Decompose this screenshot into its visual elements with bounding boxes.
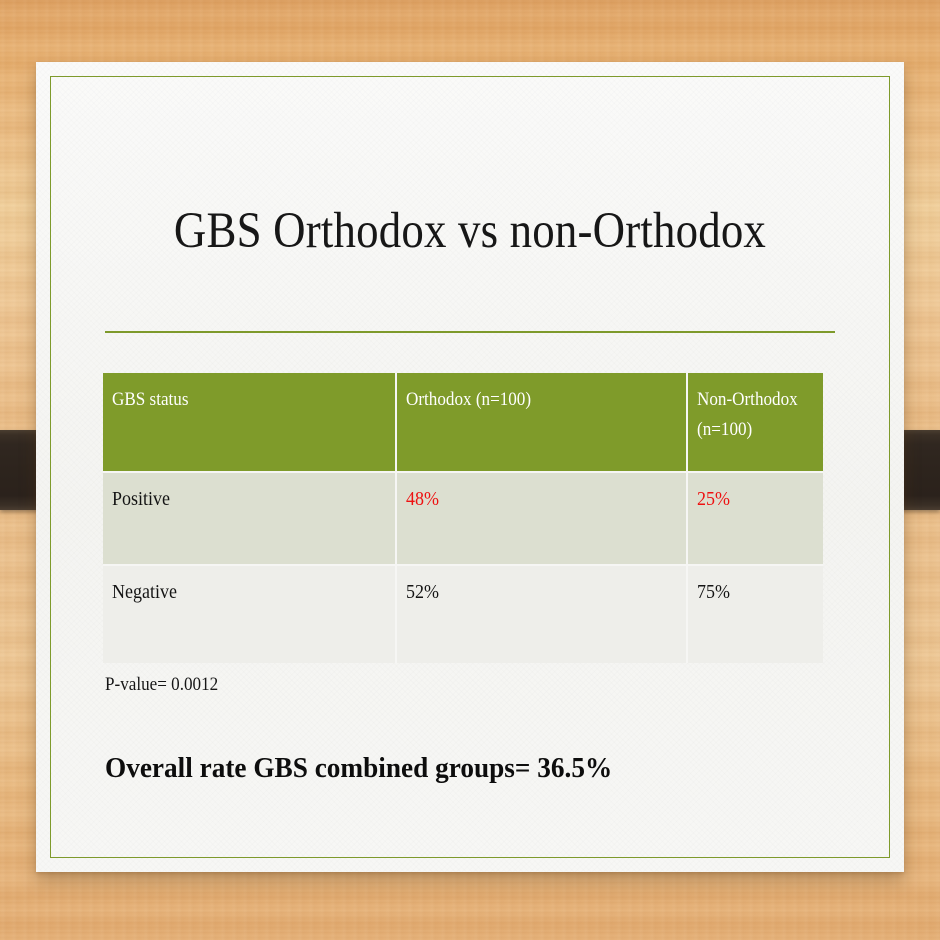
title-divider-rule <box>105 331 835 333</box>
table-header-non-orthodox-label: Non-Orthodox (n=100) <box>697 389 798 440</box>
table-header-orthodox-label: Orthodox (n=100) <box>406 389 532 410</box>
cell-orthodox-negative: 52% <box>396 564 688 663</box>
cell-non-orthodox-negative-value: 75% <box>697 581 731 603</box>
cell-orthodox-positive: 48% <box>396 471 688 565</box>
table-header-orthodox: Orthodox (n=100) <box>396 373 688 472</box>
cell-non-orthodox-positive-value: 25% <box>697 488 731 510</box>
table-header-gbs-status: GBS status <box>103 373 397 472</box>
table-header-gbs-status-label: GBS status <box>112 389 189 410</box>
overall-rate-text: Overall rate GBS combined groups= 36.5% <box>105 752 613 784</box>
cell-non-orthodox-positive: 25% <box>687 471 823 565</box>
cell-non-orthodox-negative: 75% <box>687 564 823 663</box>
cell-status-positive-label: Positive <box>112 488 171 510</box>
cell-status-positive: Positive <box>103 471 397 565</box>
slide-content: GBS Orthodox vs non-Orthodox GBS status … <box>36 62 904 872</box>
cell-orthodox-positive-value: 48% <box>406 488 440 510</box>
table-header-row: GBS status Orthodox (n=100) Non-Orthodox… <box>103 373 823 472</box>
slide-paper-card: GBS Orthodox vs non-Orthodox GBS status … <box>36 62 904 872</box>
cell-status-negative-label: Negative <box>112 581 177 603</box>
table-row: Negative 52% 75% <box>103 564 823 663</box>
table-header-non-orthodox: Non-Orthodox (n=100) <box>687 373 823 472</box>
table-row: Positive 48% 25% <box>103 471 823 565</box>
page-title: GBS Orthodox vs non-Orthodox <box>173 203 767 259</box>
cell-orthodox-negative-value: 52% <box>406 581 440 603</box>
cell-status-negative: Negative <box>103 564 397 663</box>
gbs-results-table: GBS status Orthodox (n=100) Non-Orthodox… <box>103 373 823 663</box>
p-value-text: P-value= 0.0012 <box>105 674 219 695</box>
